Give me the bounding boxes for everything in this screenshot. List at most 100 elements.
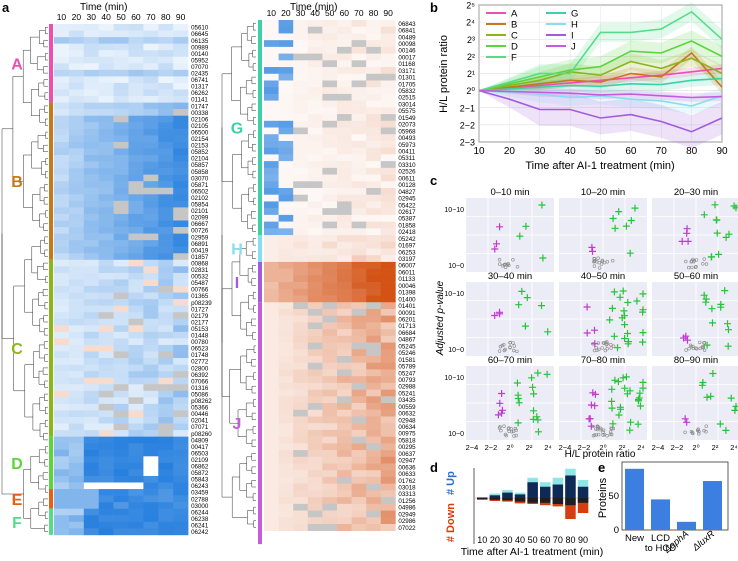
heatmap-cell	[143, 292, 159, 300]
heatmap-cell	[380, 503, 396, 511]
heatmap-cell	[366, 342, 382, 350]
heatmap-cell	[173, 344, 189, 352]
heatmap-cell	[113, 286, 129, 293]
dendrogram-branch	[247, 107, 254, 122]
protein-id-label: 00140	[191, 51, 209, 58]
right-dendrogram	[221, 23, 256, 528]
protein-id-label: 03197	[398, 256, 416, 263]
heatmap-cell	[128, 148, 144, 156]
heatmap-cell	[113, 371, 129, 378]
heatmap-cell	[173, 213, 189, 221]
heatmap-cell	[337, 416, 352, 424]
panel-b-y-axis-label: H/L protein ratio	[438, 35, 450, 113]
heatmap-cell	[113, 292, 129, 300]
heatmap-cell	[143, 312, 159, 320]
volcano-point-up	[626, 249, 634, 257]
heatmap-cell	[173, 502, 189, 509]
protein-id-label: 02515	[398, 95, 416, 102]
heatmap-cell	[54, 436, 70, 444]
volcano-point-ns	[601, 433, 605, 437]
heatmap-cell	[83, 161, 99, 169]
heatmap-cell	[128, 253, 144, 261]
heatmap-cell	[351, 409, 367, 417]
heatmap-cell	[337, 342, 352, 350]
heatmap-cell	[264, 403, 279, 411]
heatmap-cell	[143, 528, 159, 536]
heatmap-cell	[366, 80, 382, 88]
dendrogram-branch	[44, 354, 48, 362]
heatmap-cell	[293, 450, 309, 458]
protein-id-label: 04986	[398, 505, 416, 512]
heatmap-cell	[54, 403, 70, 411]
heatmap-cell	[307, 409, 323, 417]
heatmap-cell	[98, 286, 114, 293]
bar-down-total	[577, 498, 589, 513]
heatmap-cell	[83, 194, 99, 202]
heatmap-cell	[278, 490, 294, 498]
heatmap-cell	[351, 235, 367, 243]
volcano-point-ns	[502, 348, 506, 353]
volcano-point-ns	[508, 346, 512, 350]
heatmap-cell	[337, 53, 352, 61]
heatmap-cell	[293, 154, 309, 162]
dendrogram-branch	[252, 224, 256, 232]
volcano-point-ns	[610, 427, 614, 431]
heatmap-cell	[322, 382, 338, 390]
heatmap-cell	[54, 141, 70, 149]
heatmap-cell	[380, 93, 396, 101]
heatmap-cell	[322, 322, 338, 330]
dendrogram-branch	[39, 423, 46, 437]
heatmap-cell	[54, 502, 70, 509]
heatmap-cell	[322, 396, 338, 404]
heatmap-cell	[158, 240, 174, 247]
panel-b-x-tick: 90	[716, 146, 728, 157]
heatmap-cell	[380, 356, 396, 364]
heatmap-cell	[307, 282, 323, 290]
volcano-point-ns	[694, 265, 698, 269]
heatmap-cell	[307, 33, 323, 41]
heatmap-cell	[54, 456, 70, 464]
heatmap-cell	[351, 389, 367, 397]
heatmap-cell	[307, 329, 323, 337]
heatmap-cell	[143, 181, 159, 189]
panel-e-x-tick: LCD to HCD	[645, 533, 676, 554]
volcano-point-ns	[503, 347, 507, 352]
heatmap-cell	[293, 476, 309, 484]
volcano-point-up	[606, 316, 614, 324]
heatmap-cell	[158, 253, 174, 261]
right-heatmap	[264, 20, 396, 532]
heatmap-cell	[68, 312, 85, 320]
dendrogram-branch	[247, 160, 253, 175]
dendrogram-branch	[32, 298, 40, 326]
bar-down-persistent	[527, 498, 538, 503]
heatmap-cell	[158, 515, 174, 523]
heatmap-cell	[293, 87, 309, 95]
heatmap-cell	[173, 233, 189, 241]
heatmap-cell	[351, 470, 367, 478]
volcano-subplot-title: 40–50 min	[581, 271, 625, 282]
heatmap-cell	[380, 120, 396, 128]
heatmap-cell	[113, 63, 129, 71]
heatmap-cell	[351, 476, 367, 484]
heatmap-cell	[128, 417, 144, 424]
heatmap-cell	[173, 155, 189, 162]
heatmap-cell	[54, 371, 70, 378]
heatmap-cell	[366, 409, 382, 417]
heatmap-cell	[68, 194, 85, 202]
dendrogram-branch	[43, 328, 48, 336]
heatmap-cell	[54, 318, 70, 326]
heatmap-cell	[54, 43, 70, 51]
volcano-point-up	[626, 387, 634, 395]
heatmap-cell	[380, 147, 396, 155]
dendrogram-branch	[251, 278, 256, 286]
heatmap-cell	[54, 325, 70, 333]
heatmap-cell	[143, 377, 159, 385]
bar-down-persistent	[477, 498, 488, 500]
heatmap-cell	[54, 76, 70, 84]
heatmap-cell	[158, 489, 174, 496]
dendrogram-branch	[45, 485, 48, 493]
heatmap-cell	[98, 181, 114, 189]
heatmap-cell	[293, 174, 309, 182]
dendrogram-branch	[36, 56, 46, 71]
heatmap-cell	[322, 369, 338, 377]
